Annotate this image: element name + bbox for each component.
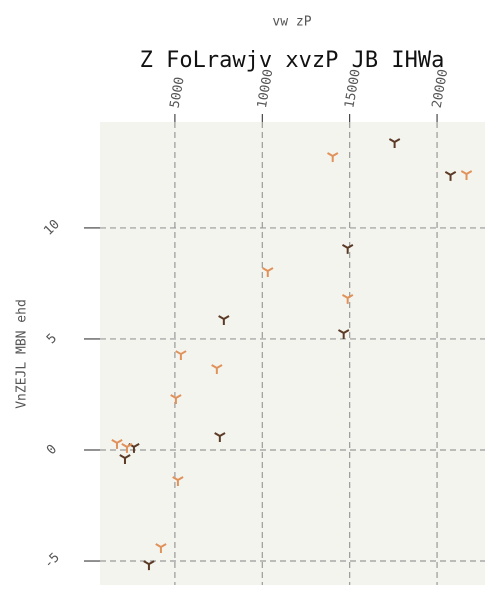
point [327, 152, 339, 162]
point [175, 350, 187, 361]
point [155, 543, 167, 554]
point [119, 454, 131, 464]
chart-title: Z FoLrawjv xvzP JB IHWa [140, 48, 445, 73]
plot-area [100, 122, 485, 585]
y-tick-label: -5 [41, 550, 63, 572]
x-tick-label: 10000 [255, 68, 277, 109]
y-tick-label: 5 [44, 331, 60, 347]
point [337, 329, 350, 339]
x-tick-label: 5000 [168, 76, 188, 109]
point [214, 432, 226, 442]
point [262, 267, 274, 278]
point [143, 560, 155, 571]
point [341, 244, 354, 254]
x-tick-label: 15000 [342, 68, 364, 109]
y-axis-label: VnZEJL MBN ehd [15, 299, 30, 409]
point [341, 294, 354, 304]
x-tick-label: 20000 [430, 68, 452, 109]
point [111, 439, 123, 449]
point [444, 170, 457, 181]
y-tick-label: 0 [44, 442, 60, 458]
point [172, 476, 184, 486]
point [170, 394, 182, 405]
point [121, 443, 133, 453]
point [211, 364, 223, 375]
y-tick-label: 10 [41, 217, 63, 239]
x-axis-label: vw zP [272, 15, 311, 30]
point [218, 315, 230, 325]
point [388, 138, 401, 148]
point [460, 170, 473, 180]
